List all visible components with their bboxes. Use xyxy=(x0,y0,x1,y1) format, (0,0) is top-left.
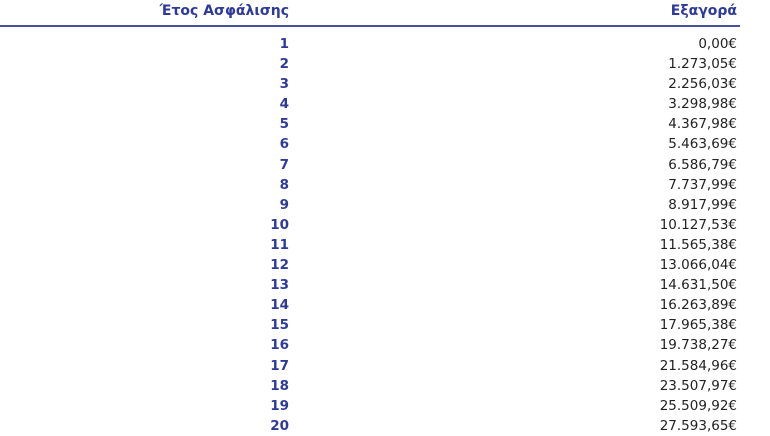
year-cell: 13 xyxy=(270,277,289,294)
table-row: 8 7.737,99€ xyxy=(0,175,770,195)
buyout-cell: 0,00€ xyxy=(698,36,737,52)
table-row: 5 4.367,98€ xyxy=(0,114,770,134)
buyout-cell: 6.586,79€ xyxy=(668,156,737,173)
header-divider xyxy=(0,25,740,27)
year-cell: 1 xyxy=(279,36,289,52)
year-cell: 2 xyxy=(279,56,289,73)
header-insurance-year: Έτος Ασφάλισης xyxy=(159,3,289,19)
buyout-cell: 19.738,27€ xyxy=(659,337,737,354)
table-row: 16 19.738,27€ xyxy=(0,335,770,355)
table-row: 11 11.565,38€ xyxy=(0,235,770,255)
buyout-cell: 1.273,05€ xyxy=(668,56,737,73)
buyout-cell: 25.509,92€ xyxy=(659,397,737,414)
header-buyout: Εξαγορά xyxy=(670,3,737,19)
table-row: 15 17.965,38€ xyxy=(0,315,770,335)
table-row: 10 10.127,53€ xyxy=(0,215,770,235)
buyout-cell: 23.507,97€ xyxy=(659,377,737,394)
buyout-cell: 11.565,38€ xyxy=(659,236,737,253)
table-row: 2 1.273,05€ xyxy=(0,54,770,74)
year-cell: 12 xyxy=(270,257,289,274)
year-cell: 7 xyxy=(279,156,289,173)
table-row: 12 13.066,04€ xyxy=(0,255,770,275)
buyout-cell: 14.631,50€ xyxy=(659,277,737,294)
year-cell: 18 xyxy=(270,377,289,394)
table-row: 13 14.631,50€ xyxy=(0,275,770,295)
buyout-cell: 17.965,38€ xyxy=(659,317,737,334)
year-cell: 10 xyxy=(270,216,289,233)
year-cell: 4 xyxy=(279,96,289,113)
buyout-cell: 2.256,03€ xyxy=(668,76,737,93)
buyout-cell: 4.367,98€ xyxy=(668,116,737,133)
year-cell: 5 xyxy=(279,116,289,133)
year-cell: 20 xyxy=(270,417,289,434)
table-row: 18 23.507,97€ xyxy=(0,376,770,396)
table-row: 6 5.463,69€ xyxy=(0,134,770,154)
buyout-cell: 13.066,04€ xyxy=(659,257,737,274)
table-row: 20 27.593,65€ xyxy=(0,416,770,436)
buyout-cell: 5.463,69€ xyxy=(668,136,737,153)
buyout-cell: 10.127,53€ xyxy=(659,216,737,233)
year-cell: 3 xyxy=(279,76,289,93)
table-row: 14 16.263,89€ xyxy=(0,295,770,315)
year-cell: 8 xyxy=(279,176,289,193)
table-row: 17 21.584,96€ xyxy=(0,356,770,376)
table-row: 1 0,00€ xyxy=(0,34,770,54)
buyout-cell: 21.584,96€ xyxy=(659,357,737,374)
table-row: 7 6.586,79€ xyxy=(0,155,770,175)
buyout-cell: 16.263,89€ xyxy=(659,297,737,314)
buyout-cell: 7.737,99€ xyxy=(668,176,737,193)
year-cell: 6 xyxy=(279,136,289,153)
year-cell: 19 xyxy=(270,397,289,414)
year-cell: 14 xyxy=(270,297,289,314)
year-cell: 15 xyxy=(270,317,289,334)
year-cell: 9 xyxy=(279,196,289,213)
year-cell: 11 xyxy=(270,236,289,253)
table-row: 3 2.256,03€ xyxy=(0,74,770,94)
buyout-cell: 8.917,99€ xyxy=(668,196,737,213)
table-row: 9 8.917,99€ xyxy=(0,195,770,215)
buyout-cell: 3.298,98€ xyxy=(668,96,737,113)
year-cell: 16 xyxy=(270,337,289,354)
table-body: 1 0,00€ 2 1.273,05€ 3 2.256,03€ 4 3.298,98€ 5 4.3… xyxy=(0,34,770,436)
table-row: 19 25.509,92€ xyxy=(0,396,770,416)
year-cell: 17 xyxy=(270,357,289,374)
buyout-cell: 27.593,65€ xyxy=(659,417,737,434)
table-row: 4 3.298,98€ xyxy=(0,94,770,114)
